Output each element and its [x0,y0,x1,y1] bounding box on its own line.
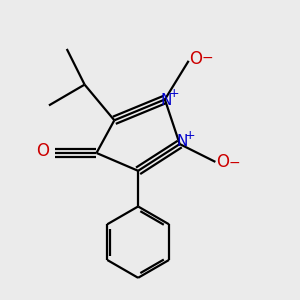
Text: −: − [202,51,213,65]
Text: −: − [228,156,240,170]
Text: O: O [190,50,202,68]
Text: +: + [169,87,179,100]
Text: O: O [37,142,50,160]
Text: N: N [176,134,188,148]
Text: N: N [161,94,172,109]
Text: +: + [185,129,195,142]
Text: O: O [216,154,229,172]
